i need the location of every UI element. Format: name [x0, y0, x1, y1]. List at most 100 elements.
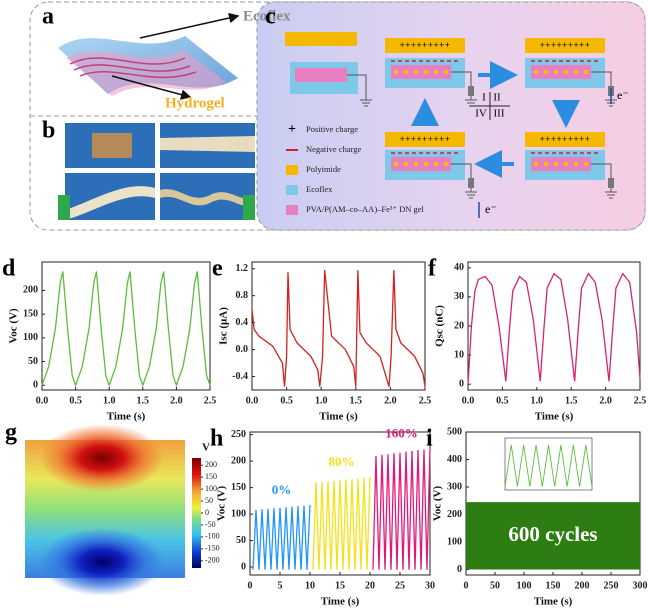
ion: [583, 69, 589, 75]
ecoflex-label: Ecoflex: [243, 8, 291, 24]
y-tick-label: 40: [454, 262, 464, 273]
panel-label: h: [210, 426, 223, 452]
y-tick-label: 500: [447, 426, 462, 437]
x-tick-label: 15: [335, 580, 345, 591]
arrow: [111, 75, 192, 100]
y-tick-label: 0.0: [236, 344, 249, 355]
plot-area: [251, 261, 426, 391]
x-tick-label: 100: [517, 580, 532, 591]
polyimide: [385, 38, 465, 53]
series-label: 160%: [385, 425, 418, 440]
y-tick-label: 0.8: [236, 290, 249, 301]
ion: [553, 69, 559, 75]
positive-charges: +++++++++: [540, 134, 591, 144]
x-tick-label: 0: [464, 580, 469, 591]
legend-label: Negative charge: [306, 144, 362, 154]
ion: [433, 161, 439, 167]
ion: [583, 161, 589, 167]
ion: [533, 161, 539, 167]
hydrogel-layer: [66, 50, 226, 96]
x-tick-label: 2.0: [384, 395, 397, 406]
y-tick-label: 20: [454, 320, 464, 331]
x-tick-label: 2.0: [599, 395, 612, 406]
ion: [413, 161, 419, 167]
x-tick-label: 150: [546, 580, 561, 591]
ion: [393, 161, 399, 167]
y-tick-label: 100: [231, 508, 246, 519]
x-tick-label: 0.5: [69, 395, 82, 406]
phase: II: [493, 92, 501, 104]
series-label: 80%: [329, 454, 355, 469]
x-tick-label: 1.0: [531, 395, 544, 406]
ground-wire: [347, 74, 367, 100]
series-line: [252, 505, 311, 570]
mechanism-diagram: +++++++++ +++++++++ +++++++++ +++++++++: [285, 32, 617, 199]
panel-label: b: [42, 118, 55, 144]
colorbar-tick-label: 50: [205, 496, 213, 505]
ion: [423, 69, 429, 75]
y-tick-label: 200: [231, 455, 246, 466]
y-tick-label: 10: [454, 349, 464, 360]
ground: [605, 191, 617, 199]
series-line: [312, 476, 371, 570]
hydrogel: [295, 68, 347, 82]
positive-charges: +++++++++: [540, 40, 591, 50]
inset-line: [504, 444, 593, 487]
x-tick-label: 2.5: [634, 395, 647, 406]
x-tick-label: 200: [575, 580, 590, 591]
ion: [573, 69, 579, 75]
y-tick-label: 1.2: [236, 263, 249, 274]
ground: [360, 99, 372, 107]
legend-swatch: [286, 205, 298, 215]
x-tick-label: 2.5: [419, 395, 432, 406]
phase: IV: [475, 108, 487, 120]
colorbar-tick-label: 200: [205, 460, 217, 469]
legend-label: PVA/P(AM–co–AA)–Fe³⁺ DN gel: [306, 204, 424, 214]
ion: [403, 161, 409, 167]
ion: [443, 69, 449, 75]
polyimide: [385, 132, 465, 147]
panel-label: e: [212, 256, 223, 282]
x-tick-label: 5: [278, 580, 283, 591]
colorbar-tick-label: -50: [205, 520, 216, 529]
x-tick-label: 30: [425, 580, 435, 591]
ion: [573, 161, 579, 167]
panel-label: d: [2, 256, 16, 282]
plot-area: [467, 261, 641, 391]
y-tick-label: 200: [23, 285, 38, 296]
y-tick-label: 150: [23, 308, 38, 319]
y-tick-label: 0: [33, 380, 38, 391]
x-tick-label: 1.0: [315, 395, 328, 406]
x-tick-label: 25: [395, 580, 405, 591]
ion: [403, 69, 409, 75]
y-tick-label: 200: [447, 509, 462, 520]
y-tick-label: 250: [231, 429, 246, 440]
hydrogel: [391, 157, 451, 171]
x-axis-label: Time (s): [534, 596, 573, 608]
sample: [65, 186, 155, 220]
y-tick-label: 0.4: [236, 317, 249, 328]
ion: [433, 69, 439, 75]
colorbar-tick-label: -200: [205, 556, 220, 565]
y-tick-label: 50: [236, 535, 246, 546]
legend-label: Ecoflex: [306, 184, 333, 194]
hydrogel: [391, 65, 451, 79]
ion: [393, 69, 399, 75]
x-axis-label: Time (s): [321, 596, 360, 608]
y-tick-label: 0: [241, 561, 246, 572]
legend-label: Polyimide: [306, 164, 341, 174]
ground: [465, 191, 477, 199]
series-line: [41, 271, 211, 388]
y-tick-label: 100: [447, 536, 462, 547]
ion: [563, 69, 569, 75]
y-tick-label: 0: [457, 564, 462, 575]
panel-label: a: [42, 4, 54, 30]
glove: [58, 195, 70, 220]
legend-swatch: [286, 165, 298, 175]
x-tick-label: 1.5: [565, 395, 578, 406]
heatmap-cold: [40, 528, 164, 596]
y-tick-label: 300: [447, 481, 462, 492]
y-axis-label: Voc (V): [216, 485, 228, 521]
